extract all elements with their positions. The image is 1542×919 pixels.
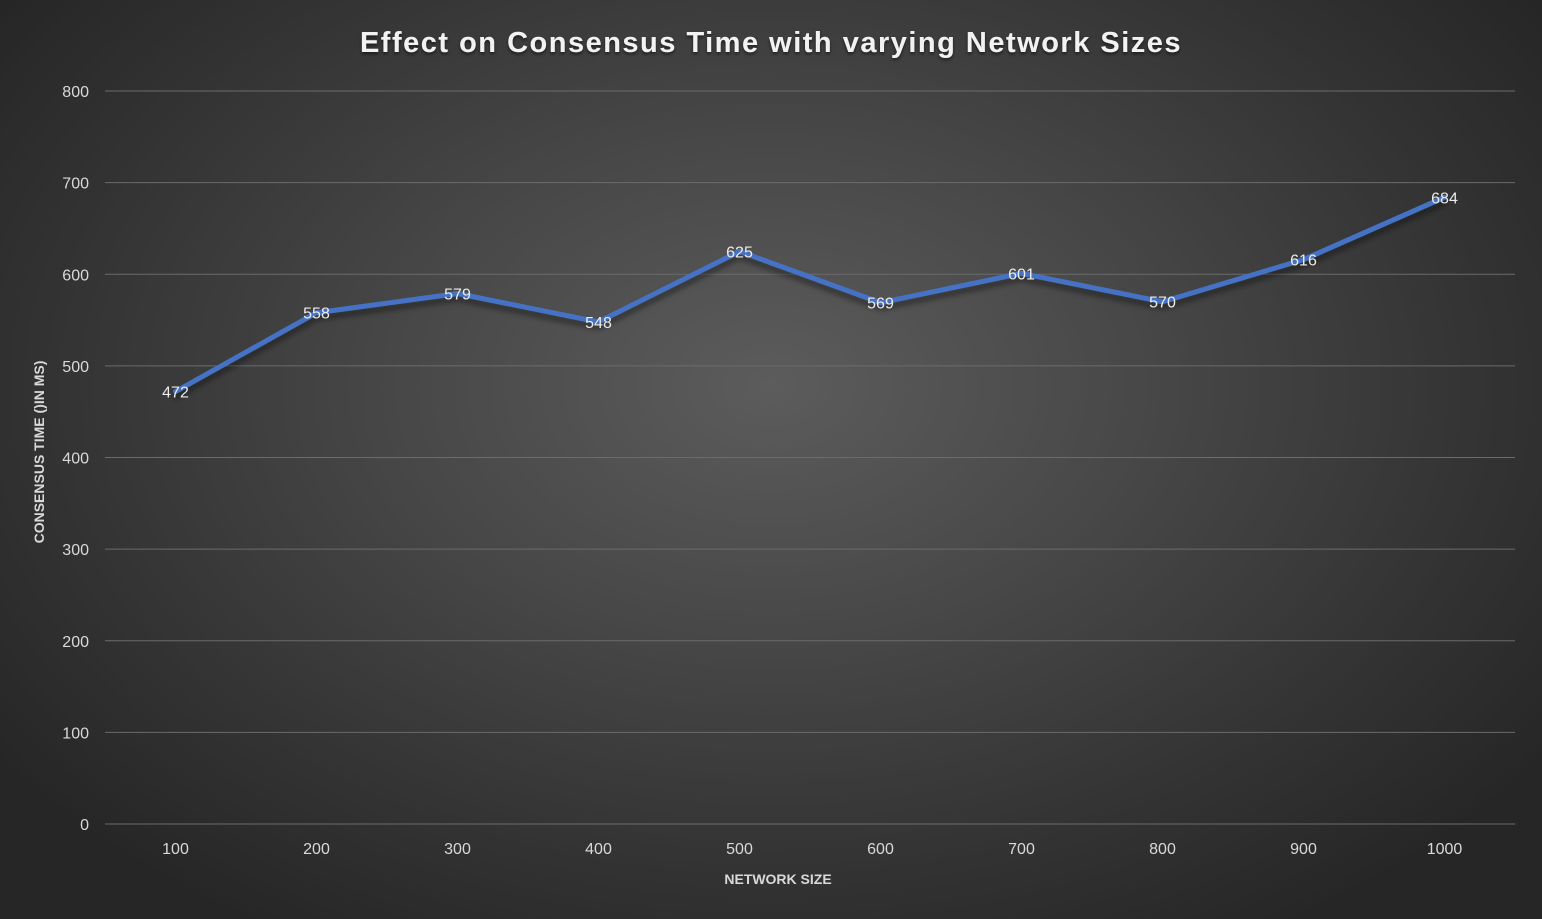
y-tick-label: 0 (80, 817, 89, 834)
y-tick-label: 800 (62, 84, 89, 101)
x-axis-tick-labels: 100 200 300 400 500 600 700 800 900 1000 (162, 841, 1462, 858)
data-label: 569 (867, 296, 894, 313)
x-tick-label: 1000 (1427, 841, 1463, 858)
data-label: 558 (303, 306, 330, 323)
gridlines (105, 90, 1515, 825)
x-axis-title: NETWORK SIZE (724, 871, 831, 887)
x-tick-label: 500 (726, 841, 753, 858)
x-tick-label: 200 (303, 841, 330, 858)
data-label: 601 (1008, 266, 1035, 283)
data-label: 548 (585, 315, 612, 332)
y-tick-label: 100 (62, 725, 89, 742)
data-label: 684 (1431, 190, 1458, 207)
y-tick-label: 200 (62, 634, 89, 651)
x-tick-label: 700 (1008, 841, 1035, 858)
y-tick-label: 500 (62, 359, 89, 376)
chart-title: Effect on Consensus Time with varying Ne… (360, 27, 1182, 59)
x-tick-label: 600 (867, 841, 894, 858)
x-tick-label: 900 (1290, 841, 1317, 858)
series-line-0 (173, 194, 1447, 395)
y-axis-tick-labels: 0 100 200 300 400 500 600 700 800 (62, 84, 89, 834)
x-tick-label: 300 (444, 841, 471, 858)
y-tick-label: 300 (62, 542, 89, 559)
y-tick-label: 600 (62, 267, 89, 284)
x-tick-label: 400 (585, 841, 612, 858)
x-tick-label: 100 (162, 841, 189, 858)
data-label: 625 (726, 244, 753, 261)
data-label: 579 (444, 286, 471, 303)
x-tick-label: 800 (1149, 841, 1176, 858)
data-label: 616 (1290, 253, 1317, 270)
series-lines (173, 194, 1447, 395)
data-label: 570 (1149, 295, 1176, 312)
y-tick-label: 400 (62, 451, 89, 468)
data-label: 472 (162, 385, 189, 402)
y-axis-title: CONSENSUS TIME ()IN MS) (31, 361, 47, 544)
data-labels: 472 558 579 548 625 569 601 570 616 684 (162, 190, 1458, 401)
y-tick-label: 700 (62, 176, 89, 193)
